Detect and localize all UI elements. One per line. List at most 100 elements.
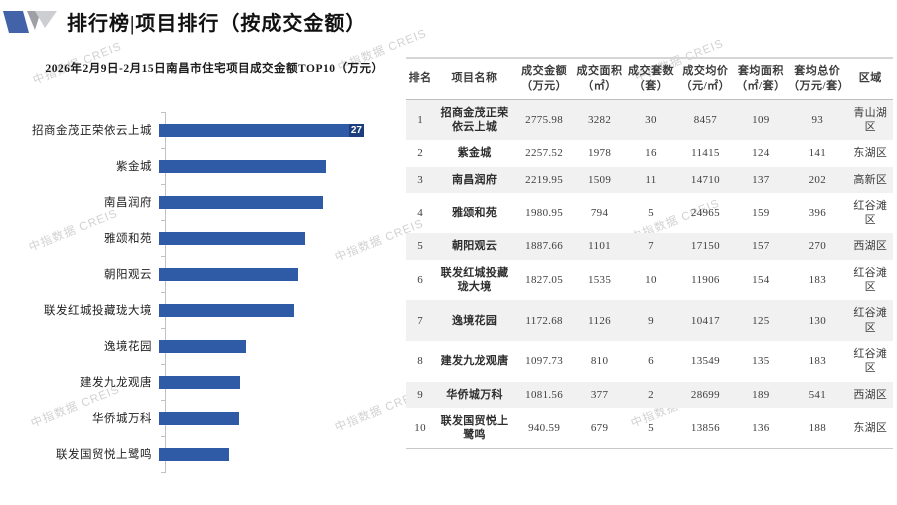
column-label: 项目名称	[451, 72, 498, 85]
cell-district: 青山湖区	[847, 99, 893, 141]
cell-avg_price: 28699	[676, 381, 735, 408]
category-label: 招商金茂正荣依云上城	[32, 125, 152, 137]
table-row: 1 招商金茂正荣依云上城 2775.98 3282 30 8457 109 93 青山湖区	[406, 99, 893, 141]
cell-amount: 2257.52	[525, 147, 564, 160]
chart-panel: 2026年2月9日-2月15日南昌市住宅项目成交金额TOP10（万元） 招商金茂…	[0, 58, 406, 500]
cell-units: 30	[625, 99, 677, 141]
table-row: 9 华侨城万科 1081.56 377 2 28699 189 541 西湖区	[406, 381, 893, 408]
category-label: 雅颂和苑	[104, 233, 152, 245]
chart-title: 2026年2月9日-2月15日南昌市住宅项目成交金额TOP10（万元）	[45, 63, 384, 75]
cell-avg_price: 11906	[691, 273, 720, 286]
cell-rank: 9	[406, 381, 435, 408]
cell-avg_total: 183	[808, 273, 826, 286]
cell-avg_total: 141	[808, 147, 826, 160]
cell-district: 红谷滩区	[853, 347, 888, 375]
cell-avg_area: 189	[734, 381, 788, 408]
column-unit: （万元）	[521, 79, 568, 92]
cell-rank: 8	[417, 355, 424, 368]
cell-avg_price: 13856	[676, 407, 735, 450]
column-header: 项目名称	[434, 56, 515, 100]
axis-tick	[161, 184, 166, 185]
bar	[159, 231, 306, 245]
cell-district: 东湖区	[847, 407, 893, 450]
column-header: 成交均价 （元/㎡）	[676, 56, 735, 100]
cell-amount: 940.59	[514, 407, 574, 450]
cell-units: 5	[625, 407, 677, 450]
column-header: 成交面积 （㎡）	[573, 56, 626, 100]
bar-row: 华侨城万科	[0, 400, 406, 436]
category-label: 华侨城万科	[92, 413, 152, 425]
column-unit: （㎡）	[582, 79, 617, 92]
cell-avg_area: 125	[734, 300, 788, 341]
cell-area: 679	[573, 407, 626, 450]
cell-avg_price: 14710	[676, 166, 735, 193]
category-label: 联发国贸悦上鹭鸣	[56, 449, 152, 461]
cell-rank: 5	[406, 233, 435, 260]
cell-units: 11	[625, 166, 677, 193]
cell-avg_total: 541	[787, 381, 848, 408]
cell-amount: 2775.98	[514, 99, 574, 141]
cell-avg_total: 130	[787, 300, 848, 341]
column-header: 排名	[406, 56, 435, 100]
column-unit: （元/㎡）	[680, 79, 731, 92]
column-unit: （套）	[633, 79, 669, 92]
cell-district: 高新区	[847, 166, 893, 193]
bar	[159, 159, 326, 173]
cell-rank: 2	[417, 147, 424, 160]
cell-units: 10	[645, 273, 657, 286]
bar-row: 联发红城投藏珑大境	[0, 292, 406, 328]
cell-avg_total: 93	[787, 99, 848, 141]
cell-area: 794	[590, 207, 609, 220]
cell-name: 招商金茂正荣依云上城	[434, 99, 515, 141]
bar-row: 南昌润府	[0, 184, 406, 220]
bar-track	[159, 220, 406, 256]
axis-tick	[161, 472, 166, 473]
column-label: 套均总价	[794, 65, 841, 77]
cell-name: 华侨城万科	[434, 381, 515, 408]
cell-district: 红谷滩区	[847, 300, 893, 341]
cell-avg_price: 17150	[676, 233, 735, 260]
bar	[159, 303, 294, 317]
logo-icon	[3, 10, 57, 33]
cell-name: 联发红城投藏珑大境	[440, 266, 509, 294]
bar-row: 朝阳观云	[0, 256, 406, 292]
cell-units: 2	[625, 381, 677, 408]
cell-units: 5	[648, 207, 654, 220]
bar-value-label: 27	[348, 123, 364, 137]
cell-area: 1535	[587, 273, 612, 286]
cell-district: 西湖区	[847, 233, 893, 260]
cell-avg_area: 157	[734, 233, 788, 260]
cell-avg_total: 188	[787, 407, 848, 450]
axis-tick	[161, 292, 166, 293]
bar-track	[159, 256, 406, 292]
cell-avg_area: 159	[752, 207, 770, 220]
column-header: 套均面积 （㎡/套）	[734, 56, 788, 100]
cell-avg_area: 137	[734, 166, 788, 193]
bar-track	[159, 328, 406, 364]
cell-units: 6	[648, 355, 654, 368]
cell-name: 建发九龙观唐	[440, 355, 509, 368]
category-label: 逸境花园	[104, 341, 152, 353]
bar-row: 逸境花园	[0, 328, 406, 364]
column-label: 成交套数	[627, 65, 674, 77]
cell-district: 红谷滩区	[853, 199, 888, 227]
column-label: 区域	[858, 72, 882, 85]
cell-area: 810	[590, 355, 609, 368]
table-row: 2 紫金城 2257.52 1978 16 11415 124 141 东湖区	[406, 140, 893, 166]
cell-area: 1101	[573, 233, 626, 260]
table-row: 8 建发九龙观唐 1097.73 810 6 13549 135 183 红谷滩区	[406, 341, 893, 382]
axis-tick	[161, 148, 166, 149]
cell-units: 16	[645, 147, 657, 160]
bar	[159, 267, 299, 281]
column-label: 成交金额	[521, 65, 568, 77]
cell-units: 9	[625, 300, 677, 341]
cell-rank: 3	[406, 166, 435, 193]
cell-avg_area: 135	[752, 355, 770, 368]
cell-avg_area: 154	[752, 273, 770, 286]
cell-name: 逸境花园	[434, 300, 515, 341]
cell-district: 红谷滩区	[853, 266, 888, 294]
table-row: 7 逸境花园 1172.68 1126 9 10417 125 130 红谷滩区	[406, 300, 893, 341]
column-unit: （万元/套）	[788, 79, 850, 92]
column-header: 成交套数 （套）	[625, 56, 677, 100]
